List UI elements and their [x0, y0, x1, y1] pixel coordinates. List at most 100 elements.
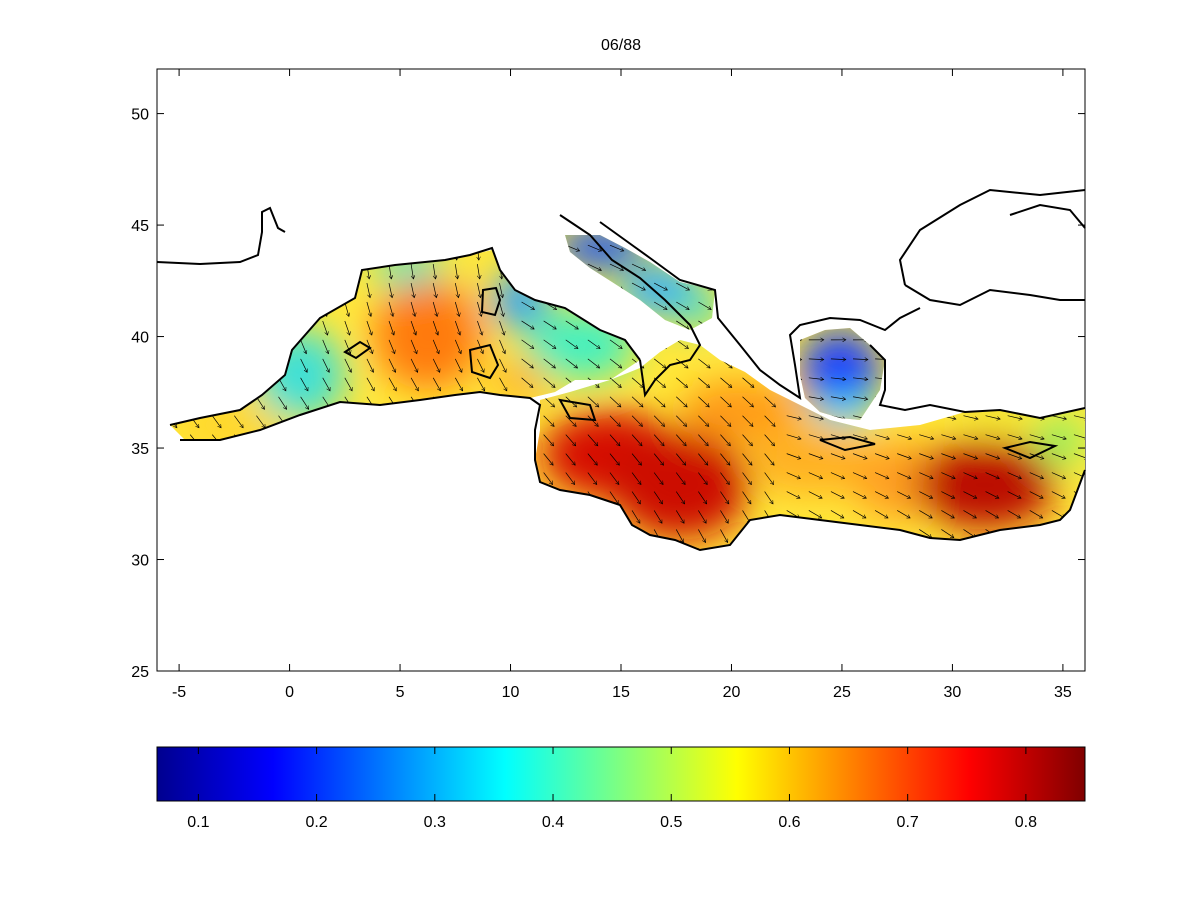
- vector-arrow: [1051, 491, 1065, 499]
- vector-arrow: [609, 434, 620, 446]
- vector-arrow: [963, 415, 978, 419]
- vector-arrow: [587, 396, 599, 407]
- vector-arrow: [963, 472, 977, 479]
- vector-arrow: [676, 301, 689, 310]
- vector-arrow: [676, 320, 689, 329]
- vector-arrow: [587, 263, 602, 270]
- vector-arrow: [344, 320, 350, 335]
- vector-arrow: [477, 264, 479, 279]
- vector-arrow: [344, 358, 352, 372]
- vector-arrow: [454, 358, 462, 372]
- vector-arrow: [432, 320, 438, 335]
- colorbar-tick-label: 0.3: [424, 814, 446, 831]
- vector-arrow: [698, 453, 707, 466]
- vector-arrow: [543, 320, 557, 329]
- vector-arrow: [454, 339, 461, 354]
- vector-arrow: [631, 415, 642, 427]
- vector-arrow: [477, 282, 480, 298]
- vector-arrow: [653, 301, 667, 310]
- vector-arrow: [830, 472, 845, 479]
- vector-arrow: [963, 510, 976, 518]
- vector-arrow: [410, 301, 415, 316]
- vector-arrow: [874, 453, 889, 459]
- vector-arrow: [720, 434, 730, 446]
- vector-arrow: [543, 358, 556, 368]
- vector-arrow: [808, 510, 822, 518]
- vector-arrow: [764, 472, 774, 485]
- vector-arrow: [631, 510, 641, 523]
- vector-arrow: [963, 453, 977, 459]
- vector-arrow: [698, 358, 710, 368]
- vector-arrow: [499, 320, 504, 335]
- vector-arrow: [432, 377, 440, 391]
- x-tick-label: 15: [612, 684, 630, 701]
- vector-arrow: [698, 529, 705, 542]
- vector-arrow: [919, 472, 933, 479]
- vector-arrow: [366, 358, 374, 372]
- vector-arrow: [322, 339, 329, 354]
- vector-arrow: [830, 491, 844, 499]
- vector-arrow: [278, 377, 286, 391]
- vector-arrow: [852, 396, 868, 400]
- vector-arrow: [897, 453, 911, 459]
- vector-arrow: [1007, 510, 1021, 518]
- vector-arrow: [499, 377, 506, 391]
- vector-arrow: [410, 339, 417, 354]
- vector-arrow: [322, 358, 330, 372]
- vector-arrow: [941, 453, 955, 459]
- x-axis: -5 0 5 10 15 20 25 30 35: [172, 69, 1072, 701]
- vector-arrow: [676, 282, 689, 290]
- y-tick-label: 40: [131, 330, 149, 347]
- vector-arrow: [410, 358, 418, 372]
- vector-arrow: [499, 301, 503, 316]
- vector-arrow: [609, 396, 621, 407]
- vector-arrow: [919, 491, 932, 499]
- vector-arrow: [985, 472, 1000, 479]
- vector-arrow: [631, 491, 640, 504]
- vector-arrow: [675, 453, 685, 466]
- vector-arrow: [1051, 434, 1066, 439]
- vector-arrow: [720, 377, 731, 388]
- vector-arrow: [388, 282, 392, 298]
- y-tick-label: 45: [131, 218, 149, 235]
- vector-arrow: [919, 453, 933, 459]
- vector-arrow: [565, 415, 576, 427]
- vector-arrow: [742, 510, 751, 523]
- vector-arrow: [543, 415, 554, 427]
- vector-arrow: [609, 472, 619, 485]
- vector-arrow: [609, 358, 622, 368]
- vector-arrow: [698, 396, 709, 407]
- vector-arrow: [631, 396, 643, 407]
- vector-arrow: [344, 301, 349, 316]
- vector-arrow: [897, 434, 911, 439]
- vector-arrow: [543, 472, 553, 485]
- vector-arrow: [897, 472, 911, 479]
- x-tick-label: 35: [1054, 684, 1072, 701]
- vector-arrow: [631, 453, 641, 466]
- vector-arrow: [675, 415, 686, 427]
- vector-arrow: [454, 264, 457, 279]
- vector-arrow: [322, 320, 328, 335]
- vector-arrow: [477, 320, 482, 335]
- vector-arrow: [521, 358, 534, 368]
- vector-arrow: [675, 529, 683, 542]
- vector-arrow: [587, 434, 598, 446]
- vector-arrow: [1073, 415, 1085, 419]
- vector-arrow: [477, 377, 484, 391]
- vector-arrow: [653, 472, 663, 485]
- x-tick-label: 25: [833, 684, 851, 701]
- vector-arrow: [698, 377, 709, 388]
- vector-arrow: [919, 434, 933, 439]
- vector-arrow: [432, 339, 439, 354]
- vector-arrow: [366, 339, 373, 354]
- colorbar: [156, 746, 1086, 802]
- vector-arrow: [1051, 510, 1065, 518]
- vector-arrow: [720, 396, 731, 407]
- vector-arrow: [653, 396, 665, 407]
- colorbar-tick-label: 0.7: [897, 814, 919, 831]
- vector-arrow: [786, 434, 801, 439]
- vector-arrow: [675, 491, 684, 504]
- colorbar-tick-label: 0.2: [305, 814, 327, 831]
- vector-arrow: [808, 453, 823, 459]
- vector-arrow: [808, 472, 823, 479]
